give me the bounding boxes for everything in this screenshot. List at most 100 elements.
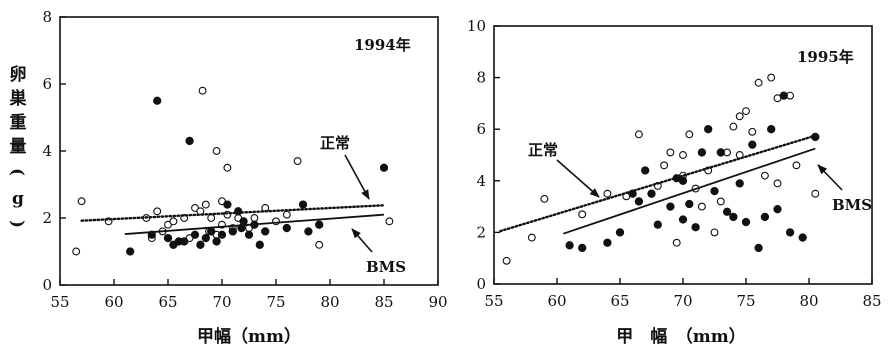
y-tick-label: 8 <box>42 8 52 26</box>
point-bms <box>798 233 807 242</box>
y-axis-char-4: ( <box>7 168 27 176</box>
point-normal <box>811 189 820 198</box>
x-tick-label: 55 <box>50 293 69 311</box>
point-bms <box>653 220 662 229</box>
point-normal <box>153 207 162 216</box>
point-normal <box>672 238 681 247</box>
data-points-1994 <box>72 86 394 256</box>
point-bms <box>666 202 675 211</box>
point-bms <box>697 148 707 157</box>
point-normal <box>250 214 259 222</box>
point-bms <box>691 223 700 232</box>
x-axis-title-1995: 甲 幅 （mm） <box>616 326 745 347</box>
point-bms <box>315 220 324 229</box>
point-bms <box>190 230 200 239</box>
y-tick-label: 2 <box>42 209 52 227</box>
point-bms <box>153 96 162 105</box>
regression-lines-1995 <box>499 134 817 235</box>
axis-ticks-1995: 55 60 65 70 75 80 85 0 2 4 6 8 10 <box>467 17 882 310</box>
point-normal <box>792 161 801 170</box>
regression-line-normal <box>499 134 817 233</box>
point-bms <box>228 227 237 236</box>
y-tick-label: 4 <box>42 142 52 160</box>
point-bms <box>304 227 313 236</box>
chart-1995: 55 60 65 70 75 80 85 0 2 4 6 8 10 1995年 正常 BMS 甲 幅 （… <box>467 17 882 347</box>
arrow-normal-1994 <box>344 154 370 200</box>
point-bms <box>678 176 688 185</box>
point-bms <box>729 212 738 222</box>
point-normal <box>679 151 687 159</box>
x-tick-label: 65 <box>158 293 177 311</box>
x-tick-label: 65 <box>610 292 629 310</box>
point-bms <box>201 233 210 243</box>
annotation-bms-1994: BMS <box>366 258 406 276</box>
x-tick-label: 75 <box>266 293 285 311</box>
point-normal <box>385 217 394 226</box>
point-bms <box>760 212 770 222</box>
y-axis-char-2: 重 <box>10 112 27 133</box>
point-bms <box>180 237 189 246</box>
point-bms <box>716 148 725 157</box>
y-axis-char-1: 巣 <box>9 88 28 109</box>
point-normal <box>540 194 549 203</box>
point-normal <box>603 189 612 198</box>
y-axis-char-0: 卵 <box>10 64 27 85</box>
point-bms <box>565 241 574 250</box>
point-bms <box>185 136 194 146</box>
point-normal <box>748 127 757 136</box>
point-bms <box>779 91 788 100</box>
annotation-normal-1995: 正常 <box>528 141 558 159</box>
arrow-bms-1995 <box>817 164 843 191</box>
point-normal <box>578 210 587 219</box>
y-axis-char-5: g <box>12 189 24 209</box>
y-tick-label: 6 <box>476 120 486 138</box>
y-tick-label: 6 <box>42 75 52 93</box>
point-bms <box>704 125 713 134</box>
point-normal <box>742 107 750 116</box>
point-bms <box>735 179 744 188</box>
point-normal <box>169 217 178 226</box>
y-tick-label: 0 <box>42 276 52 294</box>
annotation-normal-1994: 正常 <box>320 134 350 152</box>
point-bms <box>754 243 763 253</box>
point-bms <box>578 243 587 253</box>
point-bms <box>282 223 291 233</box>
y-tick-label: 4 <box>476 172 486 190</box>
point-bms <box>773 205 782 214</box>
chart-title-1994: 1994年 <box>354 36 411 54</box>
point-bms <box>678 215 688 224</box>
point-bms <box>212 237 221 246</box>
point-bms <box>255 240 264 249</box>
point-bms <box>196 240 205 249</box>
point-normal <box>527 233 536 242</box>
point-bms <box>207 227 216 236</box>
point-bms <box>685 199 694 209</box>
point-normal <box>767 73 776 82</box>
y-axis-char-6: ) <box>7 220 27 228</box>
point-bms <box>647 189 656 198</box>
x-tick-label: 80 <box>799 292 818 310</box>
point-bms <box>163 233 173 243</box>
x-tick-label: 70 <box>212 293 231 311</box>
point-bms <box>261 227 270 236</box>
x-tick-label: 85 <box>862 292 881 310</box>
point-bms <box>741 217 751 227</box>
y-axis-char-3: 量 <box>10 136 27 157</box>
plot-frame-1994 <box>59 16 439 286</box>
point-normal <box>685 130 694 139</box>
point-normal <box>634 130 643 139</box>
arrow-bms-1994 <box>351 228 373 253</box>
point-normal <box>315 240 324 249</box>
point-bms <box>722 207 732 216</box>
point-bms <box>785 228 795 237</box>
x-tick-label: 55 <box>484 292 503 310</box>
x-tick-label: 80 <box>320 293 339 311</box>
point-normal <box>666 148 675 157</box>
x-tick-label: 90 <box>428 293 447 311</box>
point-normal <box>207 214 216 222</box>
point-bms <box>126 247 135 256</box>
point-normal <box>502 256 511 265</box>
chart-1994: 55 60 65 70 75 80 85 90 0 2 4 6 8 1994年 正常 BMS 甲幅（mm… <box>7 8 448 347</box>
point-bms <box>767 125 776 134</box>
x-tick-label: 85 <box>374 293 393 311</box>
